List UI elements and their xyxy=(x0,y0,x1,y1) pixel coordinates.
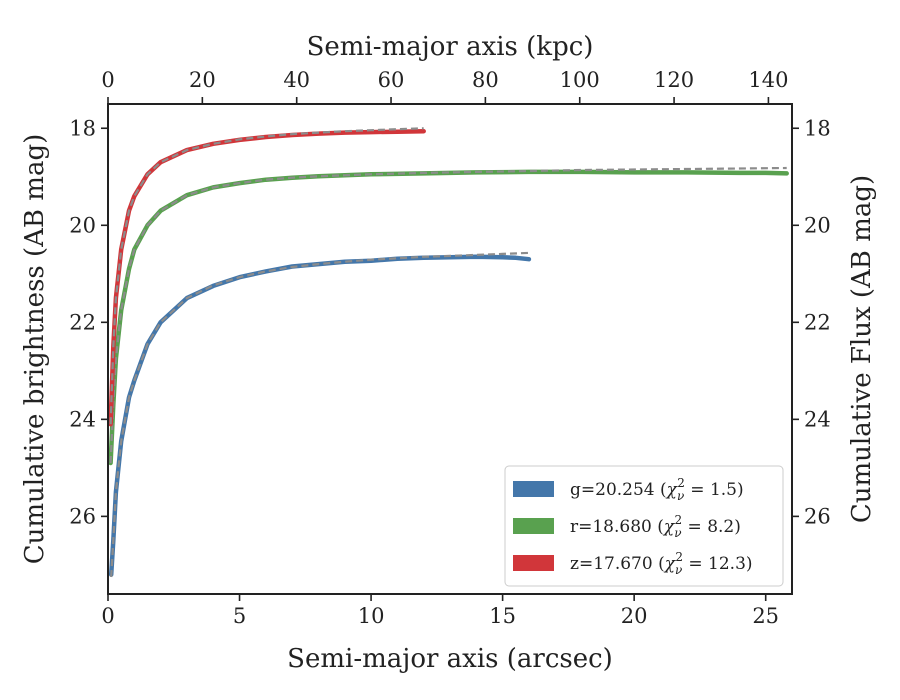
y2-tick-label: 18 xyxy=(804,116,831,140)
x2-tick-label: 140 xyxy=(748,68,788,92)
y-tick-label: 20 xyxy=(69,213,96,237)
x2-tick-label: 20 xyxy=(189,68,216,92)
x-tick-label: 25 xyxy=(752,604,779,628)
legend-swatch-r xyxy=(513,518,554,534)
y-axis-title: Cumulative brightness (AB mag) xyxy=(20,134,50,565)
legend-swatch-g xyxy=(513,481,554,497)
y2-tick-label: 22 xyxy=(804,310,831,334)
x-tick-label: 0 xyxy=(101,604,114,628)
plot-frame xyxy=(107,103,793,595)
legend-frame xyxy=(504,465,784,587)
legend-label-r: r=18.680 (χν2 = 8.2) xyxy=(570,513,741,540)
x-tick-label: 10 xyxy=(358,604,385,628)
x2-tick-label: 0 xyxy=(101,68,114,92)
y-tick-label: 18 xyxy=(69,116,96,140)
x2-tick-label: 40 xyxy=(283,68,310,92)
x-tick-label: 20 xyxy=(621,604,648,628)
y-tick-label: 26 xyxy=(69,504,96,528)
y2-tick-label: 20 xyxy=(804,213,831,237)
legend-label-z: z=17.670 (χν2 = 12.3) xyxy=(570,550,753,577)
legend: g=20.254 (χν2 = 1.5) r=18.680 (χν2 = 8.2)… xyxy=(504,465,784,587)
legend-swatch-z xyxy=(513,555,554,571)
x2-axis-title: Semi-major axis (kpc) xyxy=(307,32,594,62)
x2-tick-label: 60 xyxy=(378,68,405,92)
x2-tick-label: 80 xyxy=(472,68,499,92)
y-tick-label: 22 xyxy=(69,310,96,334)
x-tick-label: 15 xyxy=(489,604,516,628)
x2-tick-label: 120 xyxy=(654,68,694,92)
y2-tick-label: 26 xyxy=(804,504,831,528)
series-line-r xyxy=(108,169,789,466)
model-line-r xyxy=(109,166,787,464)
tick-layer: 0 5 10 15 20 25 0 20 40 60 80 100 120 140 18 18 20 20 22 22… xyxy=(69,68,830,628)
y2-axis-title: Cumulative Flux (AB mag) xyxy=(847,175,877,523)
x-axis-title: Semi-major axis (arcsec) xyxy=(287,644,613,674)
series-line-g xyxy=(108,254,532,577)
model-line-z xyxy=(109,127,424,425)
legend-label-g: g=20.254 (χν2 = 1.5) xyxy=(570,476,744,503)
y-tick-label: 24 xyxy=(69,407,96,431)
y2-tick-label: 24 xyxy=(804,407,831,431)
x-tick-label: 5 xyxy=(233,604,246,628)
data-layer xyxy=(108,127,789,578)
legend-items: g=20.254 (χν2 = 1.5) r=18.680 (χν2 = 8.2)… xyxy=(513,476,753,577)
x2-tick-label: 100 xyxy=(560,68,600,92)
model-line-g xyxy=(110,251,529,578)
